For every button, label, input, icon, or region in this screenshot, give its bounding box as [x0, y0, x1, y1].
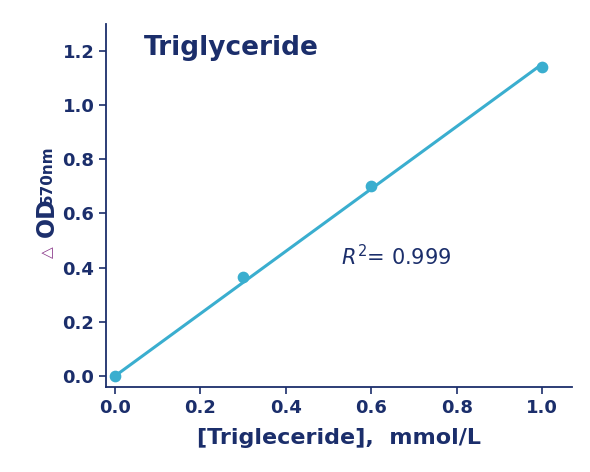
- Point: [110, 372, 119, 380]
- Text: OD: OD: [35, 197, 59, 237]
- Text: △: △: [40, 247, 55, 258]
- Point: [238, 273, 248, 281]
- Text: $R^{2}$= 0.999: $R^{2}$= 0.999: [342, 244, 452, 270]
- Text: Triglyceride: Triglyceride: [143, 34, 319, 60]
- Point: [366, 183, 376, 190]
- X-axis label: [Trigleceride],  mmol/L: [Trigleceride], mmol/L: [197, 428, 481, 448]
- Text: 570nm: 570nm: [40, 145, 55, 204]
- Point: [537, 63, 547, 71]
